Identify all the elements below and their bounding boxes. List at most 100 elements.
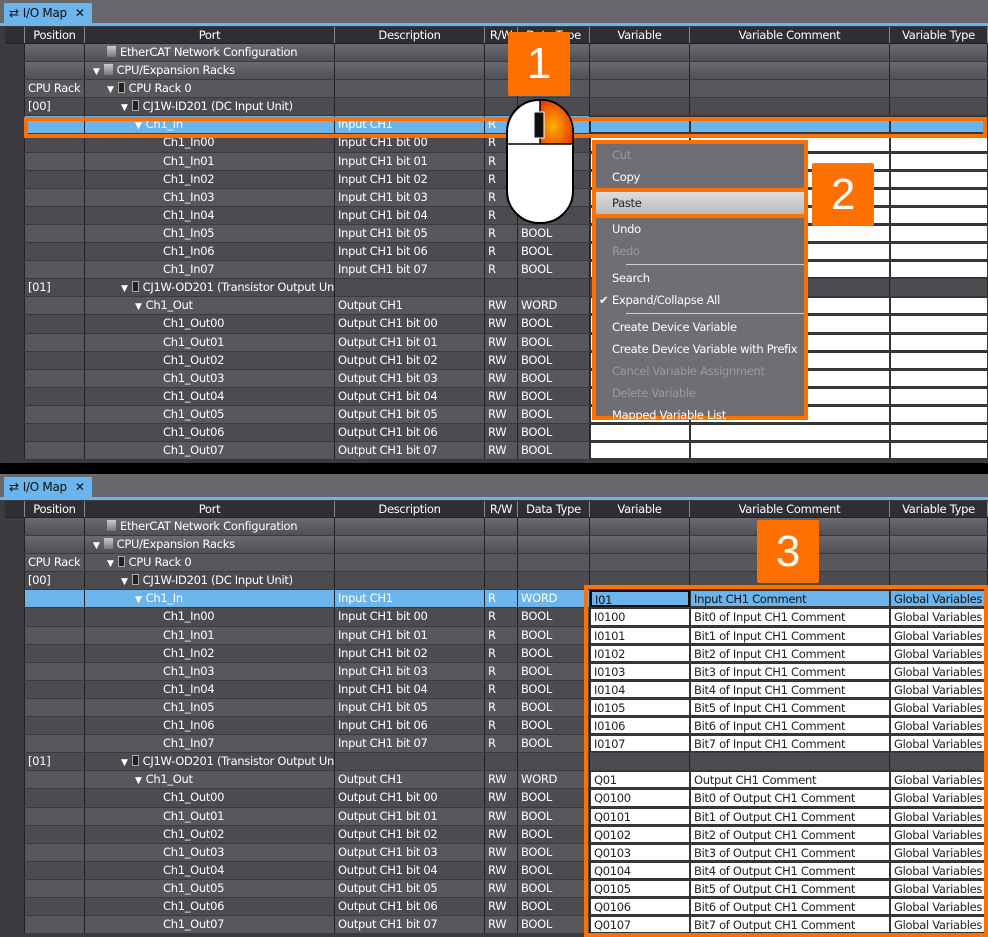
variable-cell[interactable] — [590, 753, 690, 771]
expand-arrow-icon[interactable]: ▼ — [107, 559, 114, 570]
column-header[interactable]: Variable Comment — [690, 27, 890, 43]
variable-type-cell[interactable]: Global Variables — [890, 717, 988, 735]
variable-type-cell[interactable]: Global Variables — [890, 698, 988, 717]
table-row[interactable]: Ch1_Out02 Output CH1 bit 02 RW BOOL — [5, 351, 988, 370]
table-row[interactable]: Ch1_In00 Input CH1 bit 00 R BOOL I0100 B… — [5, 608, 988, 627]
table-row[interactable]: [00] ▼ CJ1W-ID201 (DC Input Unit) — [5, 98, 988, 117]
variable-type-cell[interactable]: Global Variables — [890, 879, 988, 897]
variable-cell[interactable]: I0105 — [590, 698, 690, 717]
variable-comment-cell[interactable]: Bit3 of Input CH1 Comment — [690, 662, 890, 680]
expand-arrow-icon[interactable]: ▼ — [121, 758, 128, 769]
table-row[interactable]: ▼ Ch1_In Input CH1 R WORD I01 Input CH1 C… — [5, 590, 988, 609]
table-row[interactable]: Ch1_Out01 Output CH1 bit 01 RW BOOL Q010… — [5, 807, 988, 826]
variable-type-cell[interactable] — [890, 80, 988, 98]
variable-cell[interactable] — [590, 554, 690, 572]
table-row[interactable]: Ch1_Out06 Output CH1 bit 06 RW BOOL Q010… — [5, 897, 988, 917]
table-row[interactable]: Ch1_Out03 Output CH1 bit 03 RW BOOL Q010… — [5, 843, 988, 862]
variable-comment-cell[interactable] — [690, 536, 890, 554]
variable-comment-cell[interactable] — [690, 518, 890, 536]
variable-comment-cell[interactable]: Bit0 of Output CH1 Comment — [690, 789, 890, 807]
variable-comment-cell[interactable] — [690, 44, 890, 62]
variable-comment-cell[interactable]: Bit2 of Input CH1 Comment — [690, 644, 890, 662]
variable-cell[interactable] — [590, 80, 690, 98]
menu-item-search[interactable]: Search — [612, 271, 650, 285]
table-row[interactable]: Ch1_In02 Input CH1 bit 02 R BOOL I0102 B… — [5, 644, 988, 663]
column-header[interactable]: Variable — [590, 501, 690, 517]
variable-comment-cell[interactable]: Bit4 of Input CH1 Comment — [690, 680, 890, 698]
menu-item-undo[interactable]: Undo — [612, 222, 641, 236]
table-row[interactable]: Ch1_Out06 Output CH1 bit 06 RW BOOL — [5, 423, 988, 443]
table-row[interactable]: Ch1_In04 Input CH1 bit 04 R BOOL I0104 B… — [5, 680, 988, 699]
column-header[interactable]: Position — [25, 501, 85, 517]
variable-type-cell[interactable]: Global Variables — [890, 680, 988, 698]
table-row[interactable]: Ch1_In07 Input CH1 bit 07 R BOOL — [5, 261, 988, 280]
variable-cell[interactable] — [590, 98, 690, 116]
column-header[interactable]: Description — [335, 501, 485, 517]
variable-cell[interactable]: I0107 — [590, 735, 690, 753]
variable-type-cell[interactable]: Global Variables — [890, 843, 988, 861]
menu-item-create-device-variable-with-prefix[interactable]: Create Device Variable with Prefix — [612, 342, 798, 356]
variable-comment-cell[interactable] — [690, 753, 890, 771]
variable-comment-cell[interactable] — [690, 80, 890, 98]
variable-cell[interactable]: I0103 — [590, 662, 690, 680]
variable-type-cell[interactable] — [890, 243, 988, 261]
expand-arrow-icon[interactable]: ▼ — [121, 103, 128, 114]
variable-comment-cell[interactable]: Bit5 of Output CH1 Comment — [690, 879, 890, 897]
variable-type-cell[interactable] — [890, 261, 988, 279]
variable-cell[interactable] — [590, 572, 690, 590]
variable-cell[interactable]: Q0104 — [590, 861, 690, 879]
table-row[interactable]: CPU Rack ▼ CPU Rack 0 — [5, 80, 988, 99]
variable-type-cell[interactable] — [890, 297, 988, 315]
variable-cell[interactable]: Q0105 — [590, 879, 690, 897]
variable-cell[interactable]: I0104 — [590, 680, 690, 698]
table-row[interactable]: Ch1_Out07 Output CH1 bit 07 RW BOOL — [5, 442, 988, 461]
variable-cell[interactable]: I0102 — [590, 644, 690, 662]
variable-cell[interactable]: I0100 — [590, 608, 690, 626]
variable-type-cell[interactable] — [890, 442, 988, 460]
column-header[interactable]: Variable Type — [890, 501, 988, 517]
variable-comment-cell[interactable] — [690, 98, 890, 116]
variable-comment-cell[interactable]: Bit4 of Output CH1 Comment — [690, 861, 890, 879]
table-row[interactable]: Ch1_Out02 Output CH1 bit 02 RW BOOL Q010… — [5, 825, 988, 844]
table-row[interactable]: Ch1_Out04 Output CH1 bit 04 RW BOOL — [5, 387, 988, 406]
table-row[interactable]: Ch1_In06 Input CH1 bit 06 R BOOL — [5, 243, 988, 262]
menu-item-paste[interactable]: Paste — [596, 188, 804, 218]
expand-arrow-icon[interactable]: ▼ — [121, 577, 128, 588]
table-row[interactable]: Ch1_In05 Input CH1 bit 05 R BOOL — [5, 224, 988, 244]
variable-type-cell[interactable] — [890, 279, 988, 297]
variable-cell[interactable]: Q01 — [590, 771, 690, 789]
variable-type-cell[interactable]: Global Variables — [890, 789, 988, 807]
variable-type-cell[interactable] — [890, 188, 988, 206]
menu-item-expand-collapse-all[interactable]: ✔ Expand/Collapse All — [596, 289, 804, 311]
variable-type-cell[interactable]: Global Variables — [890, 916, 988, 934]
tab-io-map[interactable]: ⇄ I/O Map ✕ — [4, 3, 92, 23]
variable-type-cell[interactable] — [890, 224, 988, 243]
variable-type-cell[interactable] — [890, 315, 988, 333]
variable-type-cell[interactable] — [890, 387, 988, 405]
variable-type-cell[interactable] — [890, 351, 988, 369]
variable-type-cell[interactable] — [890, 423, 988, 442]
variable-cell[interactable]: I01 — [590, 590, 690, 608]
variable-cell[interactable]: Q0101 — [590, 807, 690, 825]
column-header[interactable]: Variable Type — [890, 27, 988, 43]
variable-cell[interactable] — [590, 62, 690, 80]
variable-type-cell[interactable] — [890, 170, 988, 188]
column-header[interactable]: R/W — [485, 501, 518, 517]
expand-arrow-icon[interactable]: ▼ — [135, 121, 142, 132]
variable-cell[interactable] — [590, 44, 690, 62]
table-row[interactable]: ▼ Ch1_Out Output CH1 RW WORD — [5, 297, 988, 316]
table-row[interactable]: Ch1_Out01 Output CH1 bit 01 RW BOOL — [5, 333, 988, 352]
table-row[interactable]: ▼ Ch1_Out Output CH1 RW WORD Q01 Output C… — [5, 771, 988, 790]
variable-comment-cell[interactable] — [690, 572, 890, 590]
variable-comment-cell[interactable]: Output CH1 Comment — [690, 771, 890, 789]
variable-type-cell[interactable]: Global Variables — [890, 608, 988, 626]
table-row[interactable]: Ch1_In03 Input CH1 bit 03 R BOOL I0103 B… — [5, 662, 988, 681]
variable-comment-cell[interactable]: Bit5 of Input CH1 Comment — [690, 698, 890, 717]
variable-comment-cell[interactable]: Bit7 of Input CH1 Comment — [690, 735, 890, 753]
table-row[interactable]: Ch1_Out00 Output CH1 bit 00 RW BOOL — [5, 315, 988, 334]
variable-cell[interactable]: I0106 — [590, 717, 690, 735]
variable-type-cell[interactable]: Global Variables — [890, 771, 988, 789]
variable-comment-cell[interactable] — [690, 62, 890, 80]
variable-cell[interactable] — [590, 423, 690, 442]
variable-type-cell[interactable] — [890, 554, 988, 572]
